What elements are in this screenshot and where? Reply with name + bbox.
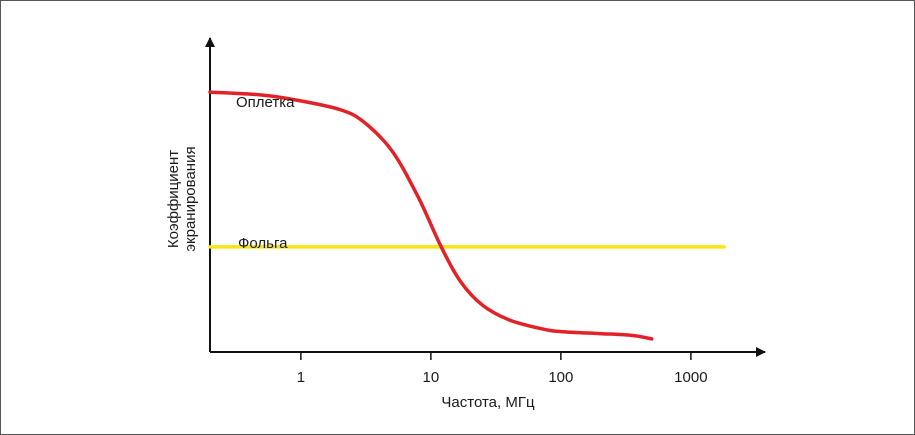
series-layer bbox=[208, 90, 726, 341]
y-axis-label: Коэффициент экранирования bbox=[165, 146, 199, 251]
x-tick-label-10: 10 bbox=[423, 369, 440, 386]
x-tick-label-100: 100 bbox=[548, 369, 573, 386]
series-line-braid bbox=[208, 90, 654, 341]
x-ticks: 1 10 100 1000 bbox=[297, 352, 708, 386]
x-tick-label-1: 1 bbox=[297, 369, 305, 386]
y-axis-label-line-2: экранирования bbox=[182, 146, 199, 251]
series-label-braid: Оплетка bbox=[236, 94, 295, 111]
series-label-foil: Фольга bbox=[238, 235, 288, 252]
x-tick-label-1000: 1000 bbox=[674, 369, 707, 386]
x-axis-label: Частота, МГц bbox=[441, 394, 535, 411]
y-axis-label-line-1: Коэффициент bbox=[165, 150, 182, 248]
